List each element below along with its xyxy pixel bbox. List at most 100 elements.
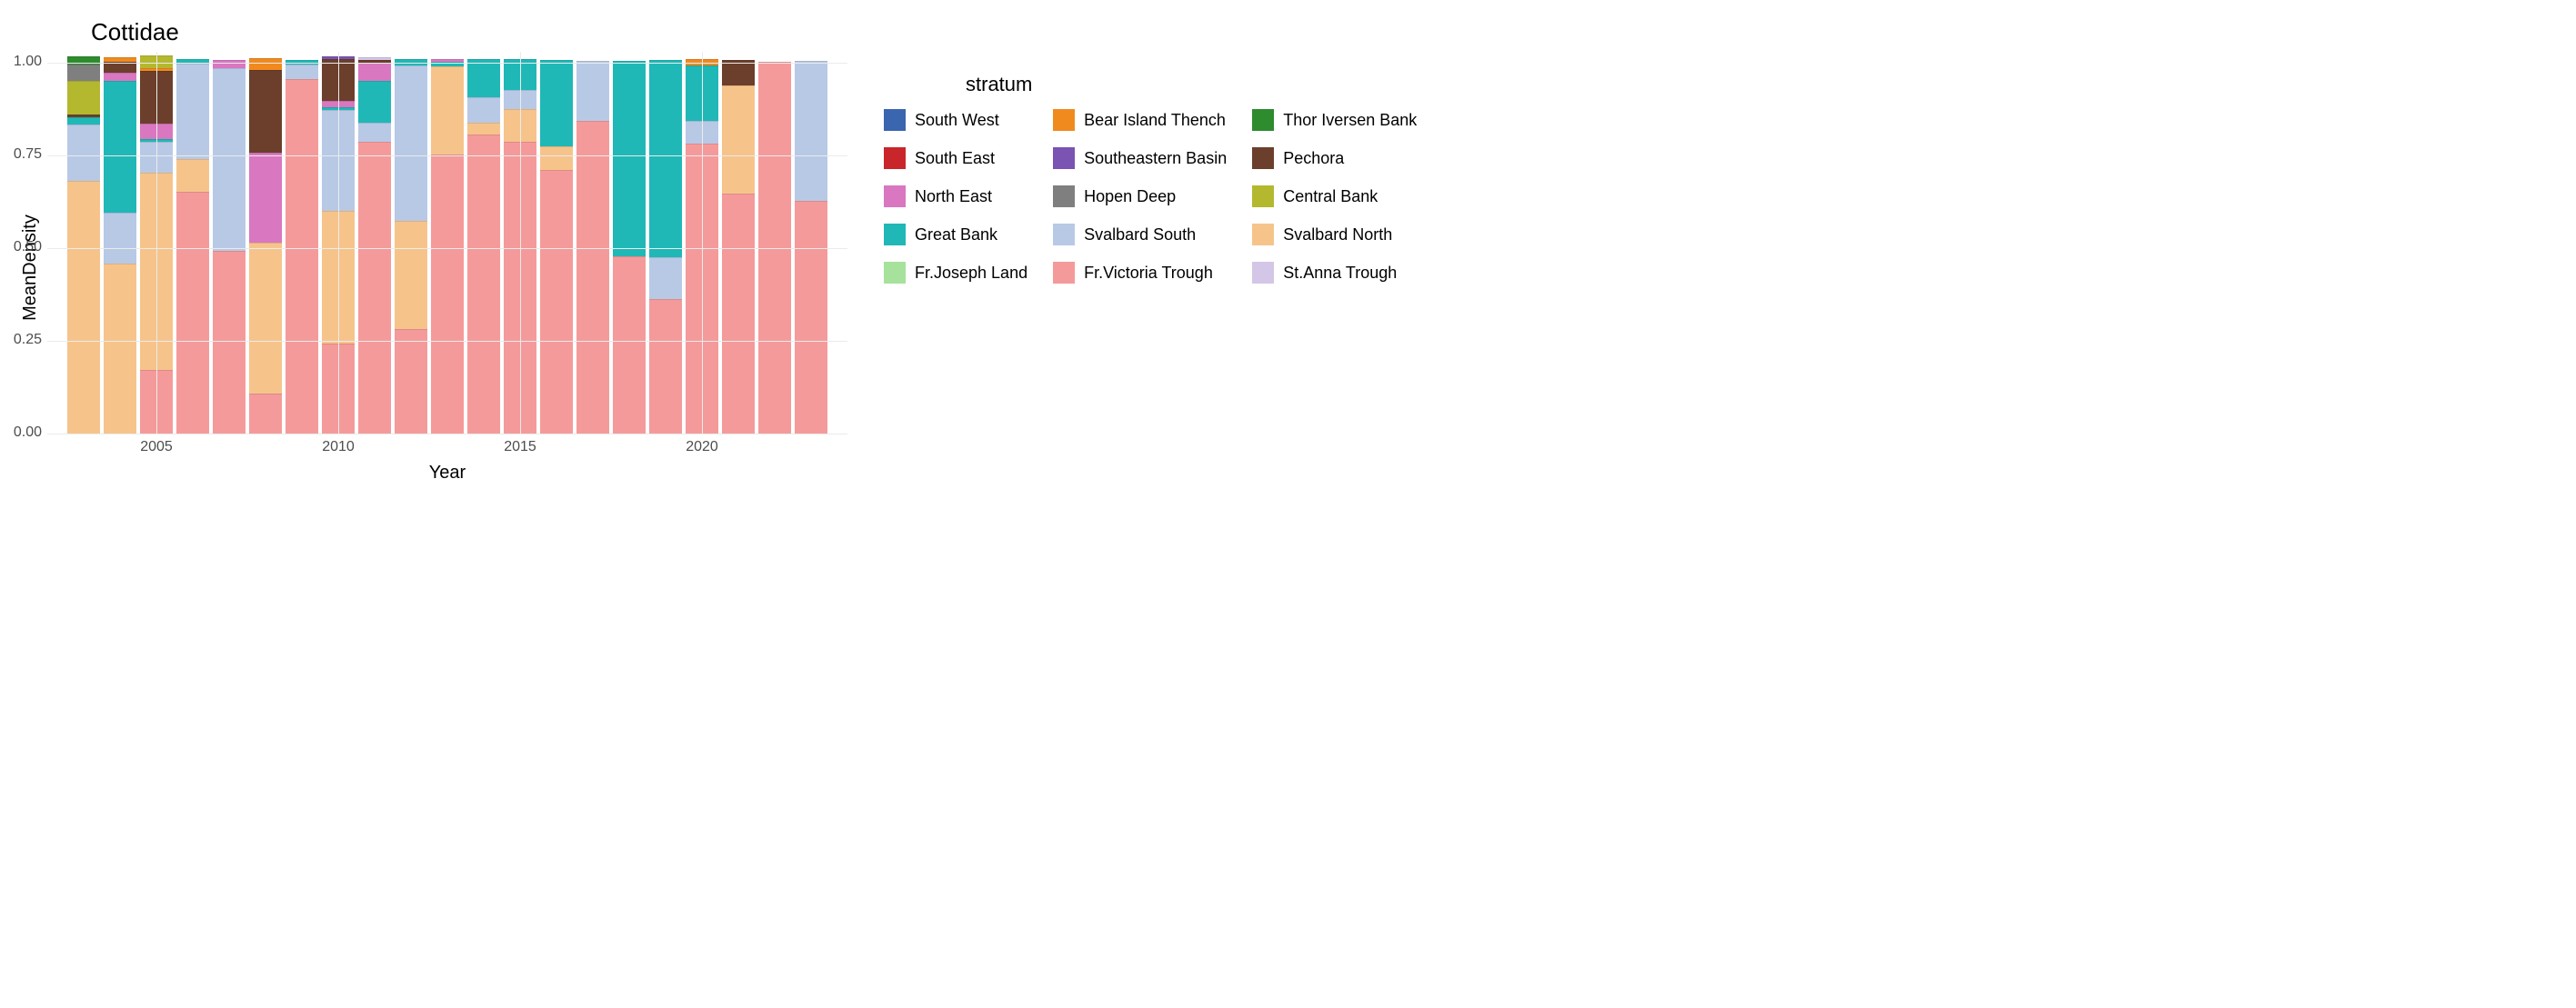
seg-fr_victoria_trough: [649, 299, 682, 434]
bar-2009: [286, 60, 318, 434]
seg-hopen_deep: [67, 65, 100, 80]
legend-item-south_west: South West: [884, 109, 1027, 131]
seg-svalbard_north: [540, 146, 573, 169]
plot-wrap: MeanDensity 0.000.250.500.751.00 2005201…: [18, 52, 847, 484]
bars-layer: [47, 52, 847, 434]
legend-swatch: [1252, 262, 1274, 284]
gridline-y: [47, 63, 847, 64]
legend-swatch: [884, 262, 906, 284]
bar-2019: [649, 60, 682, 434]
legend-swatch: [1053, 185, 1075, 207]
legend-label: Thor Iversen Bank: [1283, 111, 1417, 130]
gridline-x: [338, 52, 339, 434]
seg-svalbard_south: [213, 68, 246, 251]
chart-container: Cottidae MeanDensity 0.000.250.500.751.0…: [18, 18, 2558, 484]
seg-svalbard_north: [176, 159, 209, 192]
seg-svalbard_south: [67, 125, 100, 181]
legend-item-bear_island_thench: Bear Island Thench: [1053, 109, 1227, 131]
chart-title: Cottidae: [91, 18, 847, 46]
chart-area: Cottidae MeanDensity 0.000.250.500.751.0…: [18, 18, 847, 484]
y-axis-label-text: MeanDensity: [20, 215, 41, 321]
seg-svalbard_north: [249, 243, 282, 394]
bar-2013: [431, 59, 464, 434]
bar-2003: [67, 56, 100, 434]
gridline-y: [47, 341, 847, 342]
legend-label: Pechora: [1283, 149, 1344, 168]
gridline-y: [47, 248, 847, 249]
x-tick-label: 2020: [686, 439, 718, 455]
legend-label: Fr.Joseph Land: [915, 264, 1027, 283]
seg-great_bank: [540, 60, 573, 146]
seg-svalbard_south: [649, 257, 682, 299]
seg-great_bank: [613, 61, 646, 256]
seg-svalbard_south: [358, 123, 391, 142]
seg-north_east: [249, 153, 282, 243]
legend-swatch: [1252, 109, 1274, 131]
x-tick-label: 2015: [504, 439, 536, 455]
seg-svalbard_south: [795, 61, 827, 201]
legend-column: Bear Island Thench Southeastern Basin Hope…: [1053, 109, 1227, 284]
legend-swatch: [1252, 185, 1274, 207]
legend-title: stratum: [966, 73, 1417, 96]
legend-swatch: [884, 147, 906, 169]
seg-fr_victoria_trough: [431, 155, 464, 434]
legend-label: St.Anna Trough: [1283, 264, 1397, 283]
bar-2007: [213, 60, 246, 434]
legend-column: South West South East North East Great Bank…: [884, 109, 1027, 284]
seg-svalbard_north: [467, 123, 500, 135]
seg-svalbard_south: [395, 65, 427, 220]
legend: stratum South West South East North East Gr…: [884, 73, 1417, 284]
seg-fr_victoria_trough: [576, 121, 609, 434]
seg-svalbard_south: [286, 65, 318, 78]
legend-item-southeastern_basin: Southeastern Basin: [1053, 147, 1227, 169]
seg-great_bank: [467, 59, 500, 97]
legend-item-great_bank: Great Bank: [884, 224, 1027, 245]
seg-fr_victoria_trough: [722, 194, 755, 434]
seg-svalbard_south: [104, 213, 136, 264]
seg-north_east: [358, 63, 391, 80]
legend-swatch: [1053, 109, 1075, 131]
y-tick-label: 0.00: [14, 424, 42, 441]
y-tick-label: 0.50: [14, 239, 42, 255]
legend-swatch: [884, 185, 906, 207]
seg-great_bank: [104, 81, 136, 214]
legend-swatch: [1252, 224, 1274, 245]
legend-label: Svalbard South: [1084, 225, 1196, 245]
y-tick-label: 1.00: [14, 54, 42, 70]
legend-item-st_anna_trough: St.Anna Trough: [1252, 262, 1417, 284]
bar-2012: [395, 59, 427, 434]
legend-item-svalbard_south: Svalbard South: [1053, 224, 1227, 245]
legend-label: Hopen Deep: [1084, 187, 1176, 206]
legend-swatch: [1053, 262, 1075, 284]
seg-great_bank: [67, 117, 100, 124]
legend-label: North East: [915, 187, 992, 206]
seg-north_east: [104, 73, 136, 81]
legend-swatch: [1252, 147, 1274, 169]
legend-item-central_bank: Central Bank: [1252, 185, 1417, 207]
seg-fr_victoria_trough: [467, 135, 500, 434]
y-tick-label: 0.75: [14, 146, 42, 163]
legend-item-pechora: Pechora: [1252, 147, 1417, 169]
legend-label: Great Bank: [915, 225, 997, 245]
seg-north_east: [213, 60, 246, 68]
legend-item-south_east: South East: [884, 147, 1027, 169]
legend-item-fr_victoria_trough: Fr.Victoria Trough: [1053, 262, 1227, 284]
legend-label: Southeastern Basin: [1084, 149, 1227, 168]
legend-item-hopen_deep: Hopen Deep: [1053, 185, 1227, 207]
seg-svalbard_north: [431, 66, 464, 155]
bar-2021: [722, 60, 755, 434]
legend-label: Svalbard North: [1283, 225, 1392, 245]
seg-fr_victoria_trough: [613, 256, 646, 434]
seg-fr_victoria_trough: [795, 201, 827, 434]
legend-columns: South West South East North East Great Bank…: [884, 109, 1417, 284]
seg-fr_victoria_trough: [249, 394, 282, 434]
x-tick-label: 2010: [322, 439, 355, 455]
seg-fr_victoria_trough: [540, 170, 573, 434]
seg-pechora: [722, 60, 755, 85]
y-axis-label: MeanDensity: [18, 52, 42, 484]
legend-swatch: [1053, 224, 1075, 245]
seg-svalbard_north: [395, 221, 427, 329]
seg-fr_victoria_trough: [213, 251, 246, 434]
gridline-x: [156, 52, 157, 434]
seg-great_bank: [649, 60, 682, 257]
